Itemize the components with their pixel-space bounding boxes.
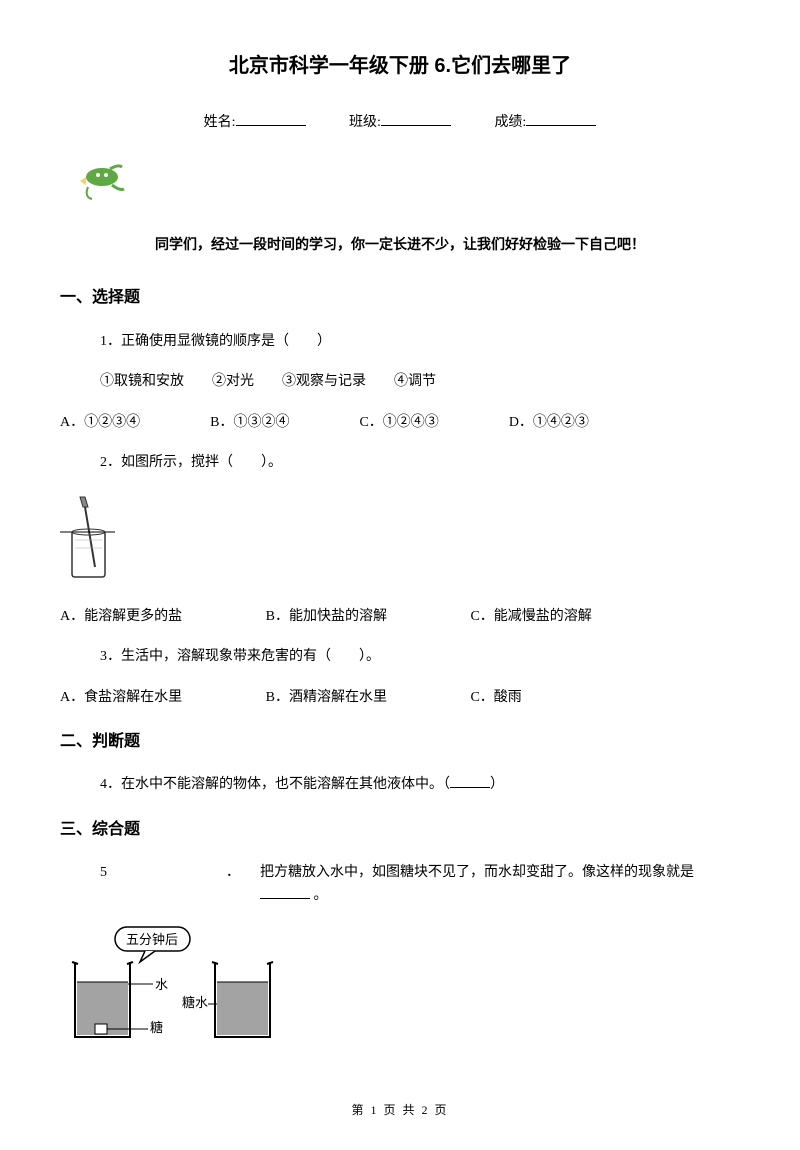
- page-footer: 第 1 页 共 2 页: [60, 1101, 740, 1120]
- label-sugar: 糖: [150, 1020, 163, 1035]
- q5-num: 5: [100, 862, 120, 907]
- score-label: 成绩:: [494, 115, 526, 130]
- q5-row: 5 ． 把方糖放入水中，如图糖块不见了，而水却变甜了。像这样的现象就是 。: [100, 862, 740, 907]
- beaker-diagram: 五分钟后 水 糖 糖水: [60, 922, 740, 1060]
- q3-opt-b: B．酒精溶解在水里: [266, 687, 387, 709]
- section-comprehensive: 三、综合题: [60, 817, 740, 843]
- q4-text: 4．在水中不能溶解的物体，也不能溶解在其他液体中。（ ）: [100, 774, 740, 796]
- q1-opt-d: D．①④②③: [509, 412, 589, 434]
- q2-opt-b: B．能加快盐的溶解: [266, 606, 387, 628]
- q4-text-end: ）: [490, 777, 504, 792]
- score-blank[interactable]: [526, 125, 596, 126]
- q5-blank[interactable]: [260, 898, 310, 899]
- bubble-text: 五分钟后: [126, 932, 178, 947]
- q1-text: 1．正确使用显微镜的顺序是（ ）: [100, 331, 740, 353]
- stirring-cup-image: [60, 492, 740, 590]
- q3-opt-c: C．酸雨: [470, 687, 521, 709]
- q2-opt-c: C．能减慢盐的溶解: [470, 606, 591, 628]
- class-label: 班级:: [349, 115, 381, 130]
- q4-blank[interactable]: [450, 787, 490, 788]
- intro-text: 同学们，经过一段时间的学习，你一定长进不少，让我们好好检验一下自己吧！: [60, 233, 740, 255]
- q5-text-part1: 把方糖放入水中，如图糖块不见了，而水却变甜了。像这样的现象就是: [260, 865, 694, 880]
- pencil-mascot-icon: [80, 159, 740, 212]
- q2-opt-a: A．能溶解更多的盐: [60, 606, 182, 628]
- section-choice: 一、选择题: [60, 285, 740, 311]
- label-water: 水: [155, 977, 168, 992]
- q2-options: A．能溶解更多的盐 B．能加快盐的溶解 C．能减慢盐的溶解: [60, 606, 740, 628]
- q5-text: 把方糖放入水中，如图糖块不见了，而水却变甜了。像这样的现象就是 。: [260, 862, 740, 907]
- page-title: 北京市科学一年级下册 6.它们去哪里了: [60, 50, 740, 82]
- label-sugarwater: 糖水: [182, 995, 208, 1010]
- q1-options: A．①②③④ B．①③②④ C．①②④③ D．①④②③: [60, 412, 740, 434]
- q5-dot: ．: [120, 862, 260, 907]
- q1-opt-c: C．①②④③: [359, 412, 438, 434]
- q1-opt-a: A．①②③④: [60, 412, 140, 434]
- info-row: 姓名: 班级: 成绩:: [60, 112, 740, 134]
- q1-opt-b: B．①③②④: [210, 412, 289, 434]
- name-label: 姓名:: [204, 115, 236, 130]
- q1-items: ①取镜和安放 ②对光 ③观察与记录 ④调节: [100, 371, 740, 393]
- q3-options: A．食盐溶解在水里 B．酒精溶解在水里 C．酸雨: [60, 687, 740, 709]
- section-judge: 二、判断题: [60, 729, 740, 755]
- q4-text-main: 4．在水中不能溶解的物体，也不能溶解在其他液体中。（: [100, 777, 450, 792]
- q3-opt-a: A．食盐溶解在水里: [60, 687, 182, 709]
- q5-text-part2: 。: [310, 888, 328, 903]
- class-blank[interactable]: [381, 125, 451, 126]
- name-blank[interactable]: [236, 125, 306, 126]
- q3-text: 3．生活中，溶解现象带来危害的有（ ）。: [100, 646, 740, 668]
- q2-text: 2．如图所示，搅拌（ ）。: [100, 452, 740, 474]
